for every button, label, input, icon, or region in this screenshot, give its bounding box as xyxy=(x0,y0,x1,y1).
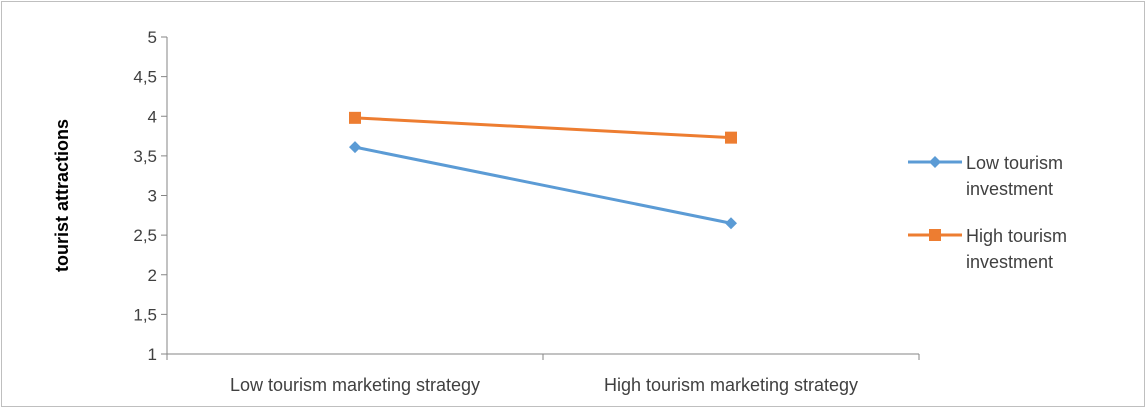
line-chart: 1 1,5 2 2,5 3 3,5 4 4,5 5 Low tourism marketing … xyxy=(52,28,1067,395)
y-axis-ticks: 1 1,5 2 2,5 3 3,5 4 4,5 5 xyxy=(133,28,167,364)
series-line xyxy=(354,145,732,225)
data-point xyxy=(725,217,737,230)
x-tick-label: High tourism marketing strategy xyxy=(604,375,858,395)
legend-label: investment xyxy=(966,252,1053,272)
y-tick-label: 1 xyxy=(148,345,157,364)
series-1 xyxy=(349,141,737,230)
legend-entry: High tourism investment xyxy=(908,226,1067,272)
series-layer xyxy=(349,111,737,230)
series-line xyxy=(354,116,732,140)
y-tick-label: 4 xyxy=(148,107,157,126)
data-point xyxy=(349,141,361,154)
data-point xyxy=(725,131,737,144)
y-tick-label: 4,5 xyxy=(133,68,157,87)
y-axis-label: tourist attractions xyxy=(52,119,72,272)
y-tick-label: 3,5 xyxy=(133,147,157,166)
legend-marker xyxy=(929,156,941,168)
data-point xyxy=(349,111,361,124)
series-2 xyxy=(349,111,737,144)
legend: Low tourism investment High tourism investm… xyxy=(908,153,1067,272)
chart-axes xyxy=(166,37,919,355)
legend-label: investment xyxy=(966,179,1053,199)
legend-label: High tourism xyxy=(966,226,1067,246)
y-tick-label: 2,5 xyxy=(133,226,157,245)
legend-entry: Low tourism investment xyxy=(908,153,1063,199)
x-tick-label: Low tourism marketing strategy xyxy=(230,375,480,395)
y-tick-label: 2 xyxy=(148,266,157,285)
x-axis-ticks: Low tourism marketing strategy High touri… xyxy=(166,354,920,395)
y-tick-label: 1,5 xyxy=(133,305,157,324)
chart-frame: 1 1,5 2 2,5 3 3,5 4 4,5 5 Low tourism marketing … xyxy=(1,1,1145,407)
legend-marker xyxy=(929,229,941,241)
legend-label: Low tourism xyxy=(966,153,1063,173)
y-tick-label: 5 xyxy=(148,28,157,47)
y-tick-label: 3 xyxy=(148,187,157,206)
